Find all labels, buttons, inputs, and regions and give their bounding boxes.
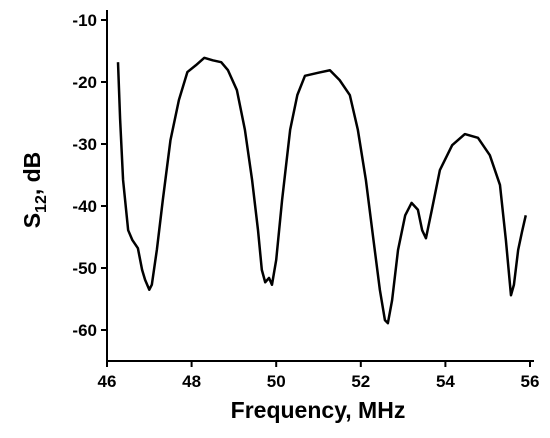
x-tick-label: 54 xyxy=(436,372,455,391)
x-tick-label: 46 xyxy=(98,372,117,391)
x-tick-label: 52 xyxy=(351,372,370,391)
x-tick-label: 50 xyxy=(267,372,286,391)
y-tick-label: -20 xyxy=(72,73,97,92)
y-tick-label: -50 xyxy=(72,259,97,278)
y-label-main: S xyxy=(19,213,45,228)
y-label-sub: 12 xyxy=(33,195,50,213)
y-axis-label: S12, dB xyxy=(19,152,50,229)
y-tick-label: -60 xyxy=(72,321,97,340)
x-tick-label: 56 xyxy=(521,372,540,391)
y-tick-label: -10 xyxy=(72,11,97,30)
y-tick-label: -40 xyxy=(72,197,97,216)
x-axis-label: Frequency, MHz xyxy=(231,397,406,423)
x-tick-label: 48 xyxy=(182,372,201,391)
line-series xyxy=(116,56,527,325)
y-label-rest: , dB xyxy=(19,152,45,195)
y-tick-label: -30 xyxy=(72,135,97,154)
